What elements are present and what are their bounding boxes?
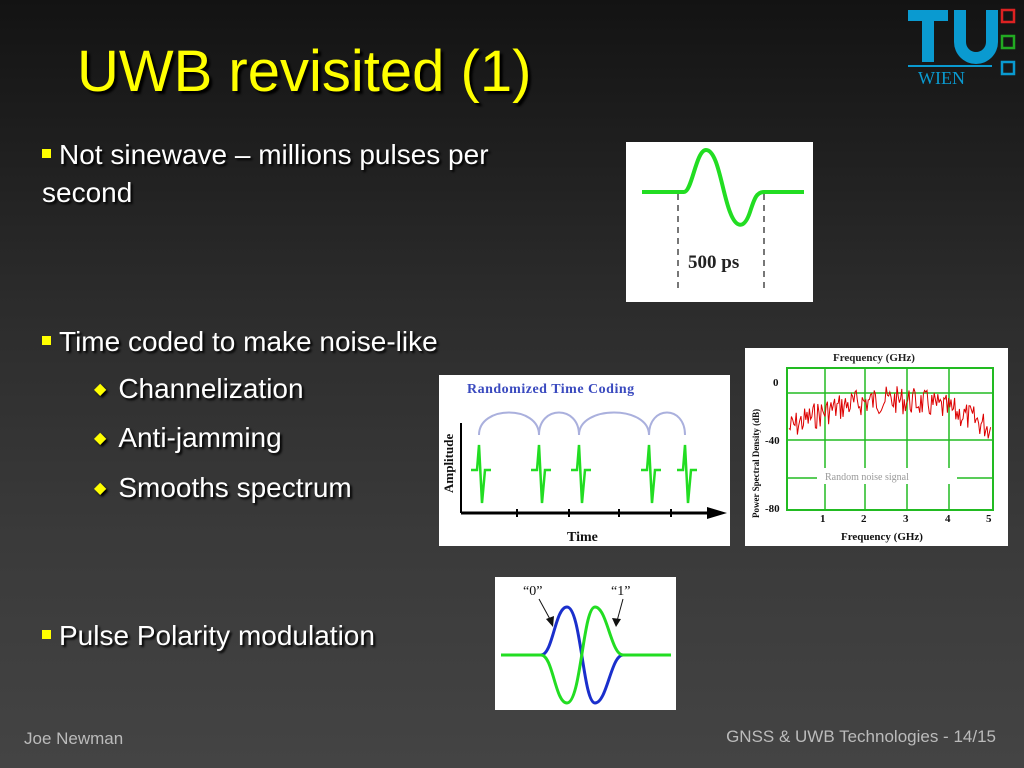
footer-author: Joe Newman bbox=[24, 729, 124, 748]
tu-wien-logo: WIEN bbox=[908, 8, 1016, 88]
time-coding-ylabel: Amplitude bbox=[441, 434, 456, 493]
slide-title: UWB revisited (1) bbox=[77, 39, 532, 104]
bullet-text: Pulse Polarity modulation bbox=[59, 620, 375, 651]
xtick-4: 4 bbox=[945, 513, 951, 525]
xtick-3: 3 bbox=[903, 513, 909, 525]
time-coding-figure: Randomized Time Coding Amplitude Time bbox=[439, 375, 730, 546]
bullet-text: Not sinewave – millions pulses per bbox=[59, 139, 489, 170]
pulse-width-label: 500 ps bbox=[688, 252, 739, 273]
bullet-square-icon bbox=[42, 630, 51, 640]
subbullet-text: Smooths spectrum bbox=[118, 472, 352, 503]
polarity-label-0: “0” bbox=[523, 584, 542, 599]
noise-xlabel: Frequency (GHz) bbox=[841, 531, 923, 543]
bullet-square-icon bbox=[42, 149, 51, 159]
subbullet-text: Channelization bbox=[118, 373, 304, 404]
time-coding-title: Randomized Time Coding bbox=[467, 382, 635, 397]
xtick-5: 5 bbox=[986, 513, 992, 525]
ytick-minus80: -80 bbox=[765, 503, 780, 515]
pulse-waveform: 500 ps bbox=[642, 147, 804, 292]
ytick-0: 0 bbox=[773, 377, 779, 389]
bullet-sinewave: Not sinewave – millions pulses per secon… bbox=[42, 136, 489, 212]
noise-top-label: Frequency (GHz) bbox=[833, 352, 915, 364]
subbullet-smooths-spectrum: ◆ Smooths spectrum bbox=[94, 472, 352, 504]
noise-inner-label: Random noise signal bbox=[825, 472, 909, 483]
polarity-label-1: “1” bbox=[611, 584, 630, 599]
xtick-1: 1 bbox=[820, 513, 826, 525]
noise-ylabel: Power Spectral Density (dB) bbox=[751, 409, 761, 518]
time-coding-xlabel: Time bbox=[567, 530, 598, 545]
bullet-text-cont: second bbox=[42, 177, 133, 208]
xtick-2: 2 bbox=[861, 513, 867, 525]
bullet-time-coded: Time coded to make noise-like bbox=[42, 323, 438, 361]
diamond-bullet-icon: ◆ bbox=[94, 381, 107, 398]
ytick-minus40: -40 bbox=[765, 435, 780, 447]
subbullet-channelization: ◆ Channelization bbox=[94, 373, 304, 405]
noise-spectrum-figure: Frequency (GHz) Random noise signal 0 -4… bbox=[745, 348, 1008, 546]
subbullet-anti-jamming: ◆ Anti-jamming bbox=[94, 422, 282, 454]
bullet-pulse-polarity: Pulse Polarity modulation bbox=[42, 617, 375, 655]
bullet-square-icon bbox=[42, 336, 51, 346]
subbullet-text: Anti-jamming bbox=[118, 422, 282, 453]
footer-course-page: GNSS & UWB Technologies - 14/15 bbox=[726, 727, 996, 746]
polarity-figure: “0” “1” bbox=[495, 577, 676, 710]
diamond-bullet-icon: ◆ bbox=[94, 430, 107, 447]
logo-wien-text: WIEN bbox=[918, 68, 965, 88]
diamond-bullet-icon: ◆ bbox=[94, 480, 107, 497]
pulse-figure: 500 ps bbox=[626, 142, 813, 302]
bullet-text: Time coded to make noise-like bbox=[59, 326, 438, 357]
noise-trace bbox=[788, 386, 992, 439]
